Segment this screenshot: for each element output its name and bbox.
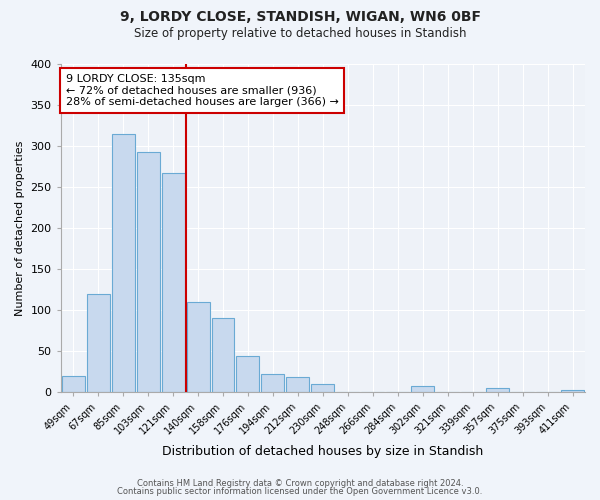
Bar (161, 173, 185, 392)
Bar (187, 302, 209, 392)
Bar (212, 318, 235, 392)
Bar (286, 378, 310, 392)
Bar (62, 376, 85, 392)
Text: 9 LORDY CLOSE: 135sqm
← 72% of detached houses are smaller (936)
28% of semi-det: 9 LORDY CLOSE: 135sqm ← 72% of detached … (66, 74, 339, 107)
Text: Contains HM Land Registry data © Crown copyright and database right 2024.: Contains HM Land Registry data © Crown c… (137, 478, 463, 488)
Bar (411, 386, 434, 392)
Text: 9, LORDY CLOSE, STANDISH, WIGAN, WN6 0BF: 9, LORDY CLOSE, STANDISH, WIGAN, WN6 0BF (119, 10, 481, 24)
Text: Size of property relative to detached houses in Standish: Size of property relative to detached ho… (134, 28, 466, 40)
Bar (262, 374, 284, 392)
Bar (137, 152, 160, 392)
Bar (112, 134, 134, 392)
Y-axis label: Number of detached properties: Number of detached properties (15, 140, 25, 316)
Bar (311, 384, 334, 392)
Bar (561, 390, 584, 392)
Bar (486, 388, 509, 392)
Text: Contains public sector information licensed under the Open Government Licence v3: Contains public sector information licen… (118, 487, 482, 496)
X-axis label: Distribution of detached houses by size in Standish: Distribution of detached houses by size … (162, 444, 484, 458)
Bar (86, 294, 110, 392)
Bar (236, 356, 259, 392)
